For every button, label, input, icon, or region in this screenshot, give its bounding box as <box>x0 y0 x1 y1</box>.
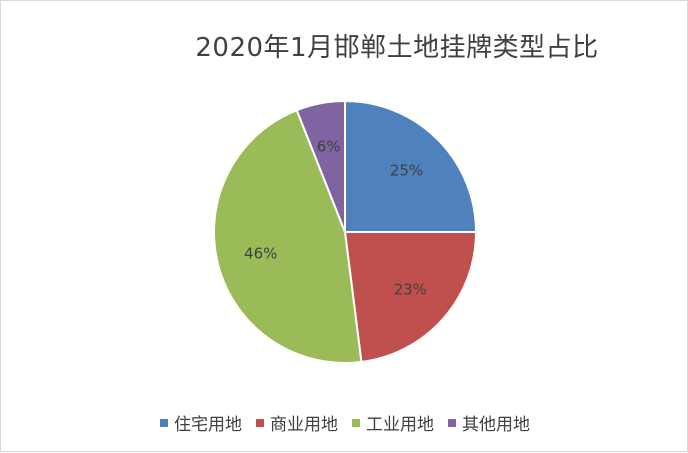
data-label-commercial: 23% <box>394 281 427 299</box>
data-label-other: 6% <box>317 138 341 156</box>
legend-label: 商业用地 <box>270 415 338 435</box>
legend-item-commercial: 商业用地 <box>256 410 338 435</box>
legend-swatch <box>448 418 456 427</box>
chart-title: 2020年1月邯郸土地挂牌类型占比 <box>195 33 599 63</box>
legend-item-other: 其他用地 <box>448 410 530 435</box>
pie-slice-residential <box>344 99 478 233</box>
pie-slice-commercial <box>343 231 478 364</box>
legend-label: 其他用地 <box>462 415 530 435</box>
legend-label: 工业用地 <box>366 415 434 435</box>
legend-swatch <box>160 418 168 427</box>
legend-item-industrial: 工业用地 <box>352 410 434 435</box>
pie-slice-other <box>295 99 346 233</box>
legend-label: 住宅用地 <box>174 415 242 435</box>
legend-item-residential: 住宅用地 <box>160 410 242 435</box>
legend-swatch <box>256 418 264 427</box>
pie-slice-industrial <box>213 108 363 364</box>
legend: 住宅用地 商业用地 工业用地 其他用地 <box>1 410 688 435</box>
data-label-industrial: 46% <box>244 245 277 263</box>
data-label-residential: 25% <box>390 161 423 179</box>
legend-swatch <box>352 418 360 427</box>
